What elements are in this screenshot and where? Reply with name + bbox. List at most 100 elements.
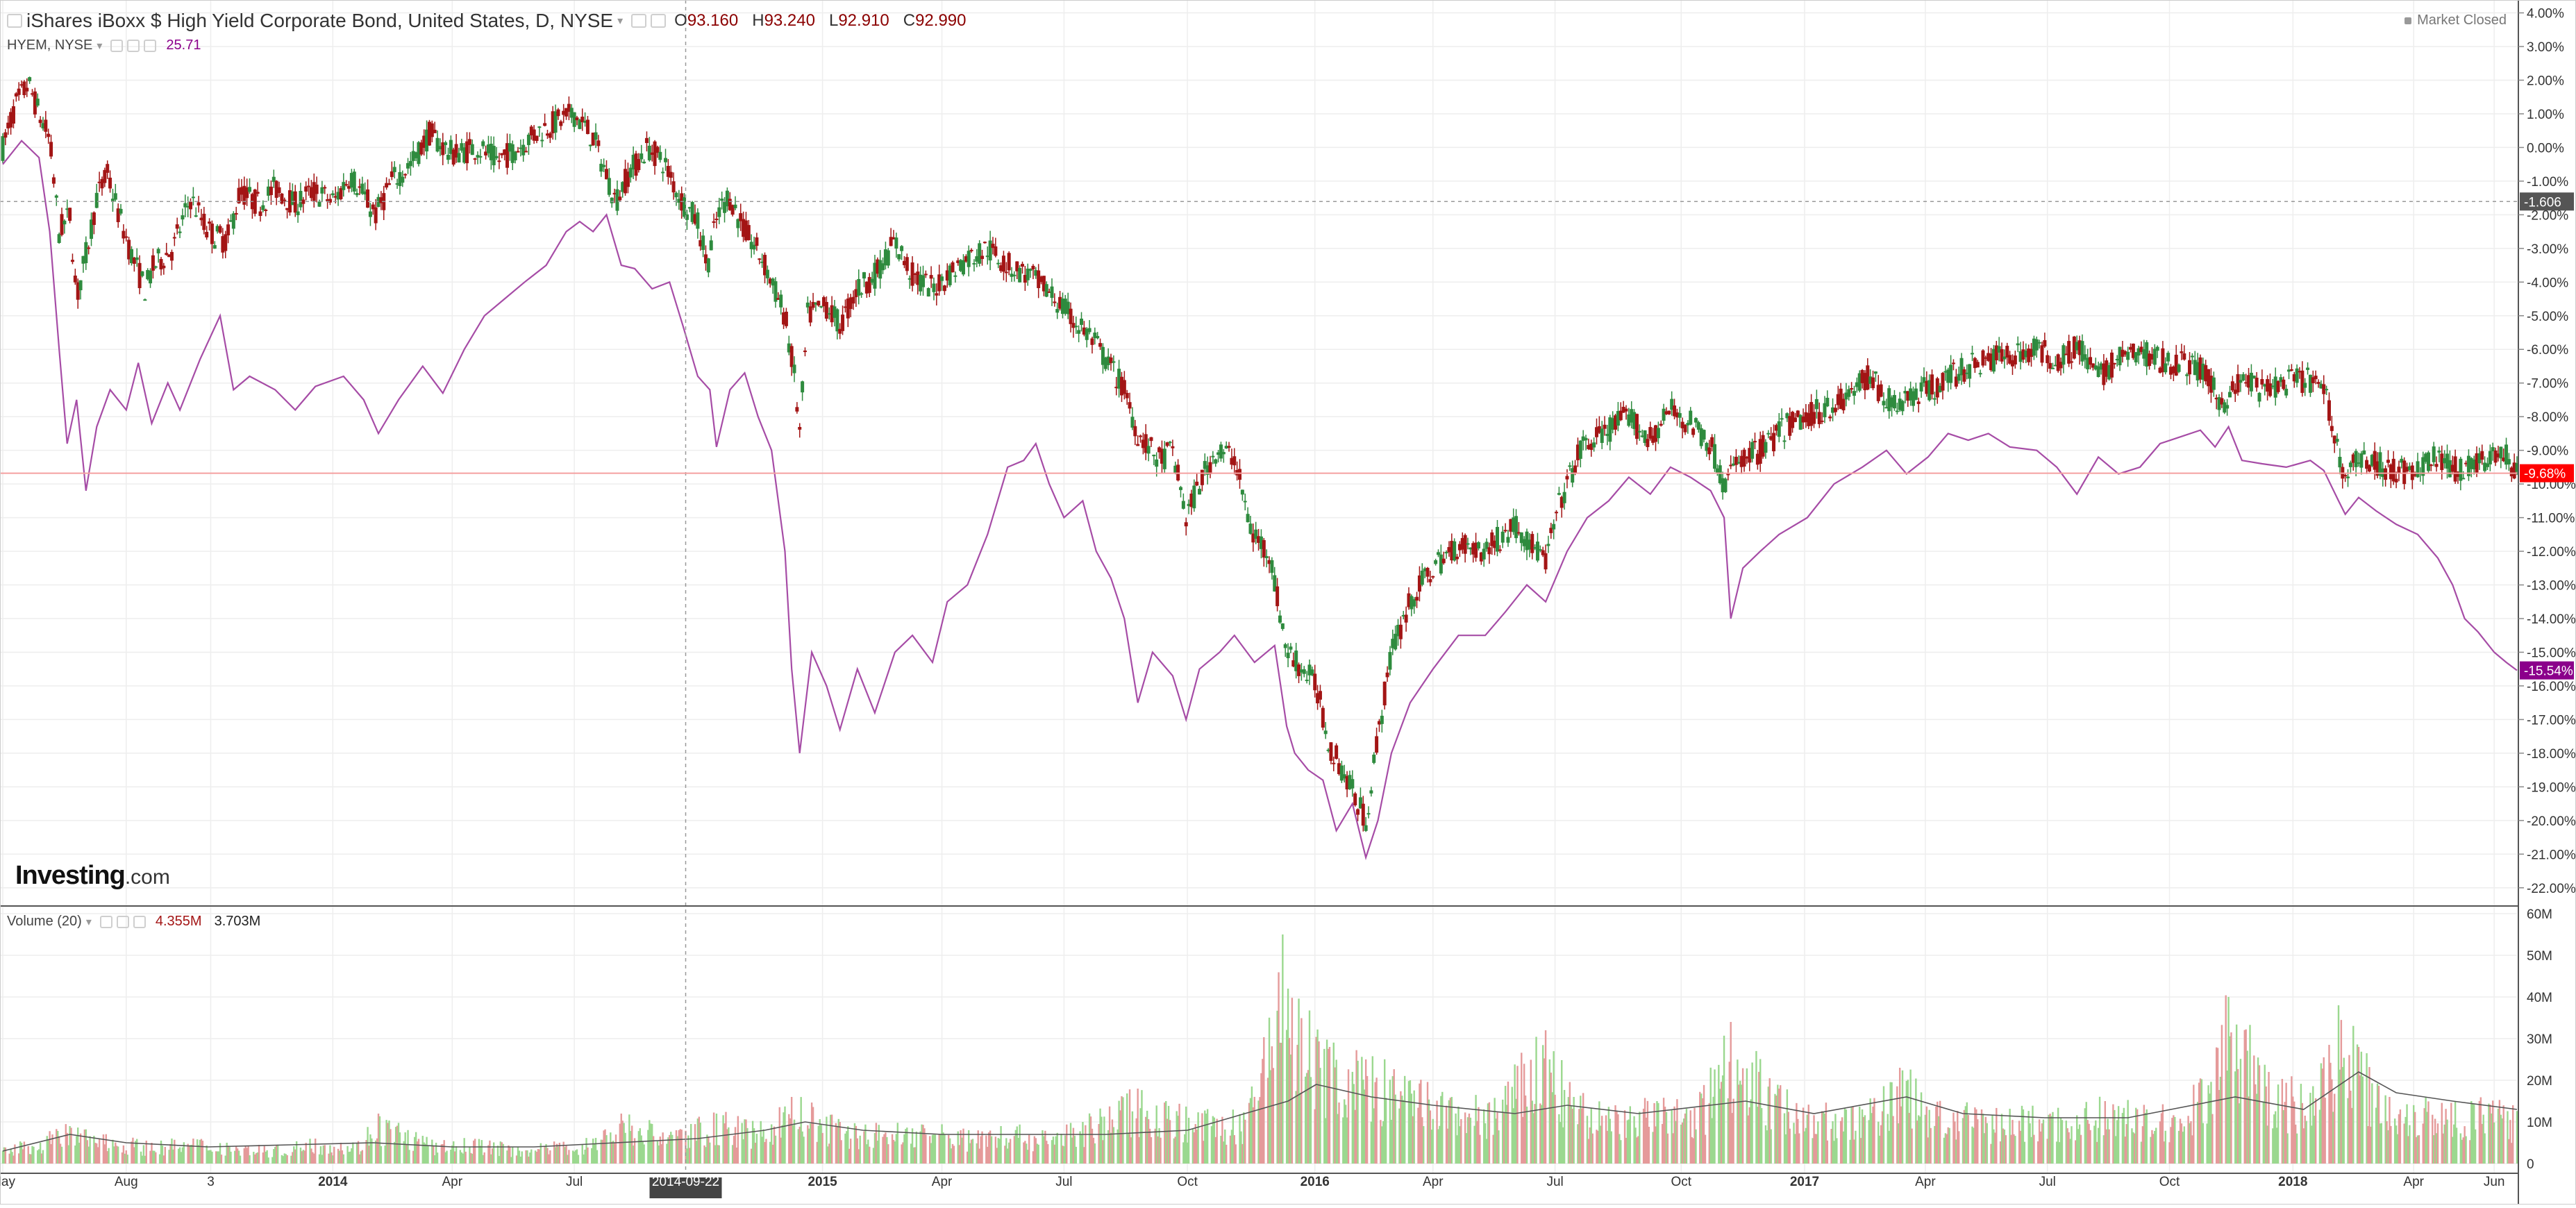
volume-bar [1268, 1017, 1271, 1164]
settings-icon[interactable] [651, 14, 667, 28]
volume-bar [846, 1131, 848, 1164]
candle-body [1090, 338, 1094, 345]
candle-body [1852, 391, 1856, 396]
candle-body [299, 190, 303, 208]
candle-body [2432, 446, 2436, 462]
volume-bar [49, 1131, 51, 1164]
volume-bar [249, 1155, 251, 1164]
volume-bar [1082, 1122, 1084, 1164]
volume-bar [632, 1146, 635, 1164]
candle-body [2000, 349, 2004, 362]
candle-body [1335, 745, 1339, 759]
volume-bar [94, 1143, 97, 1164]
volume-bar [1943, 1137, 1946, 1164]
volume-bar [1450, 1097, 1453, 1164]
volume-bar [2472, 1103, 2474, 1164]
candle-body [1436, 552, 1440, 555]
candle-body [113, 193, 117, 200]
compare-symbol[interactable]: HYEM, NYSE [7, 37, 93, 53]
candle-body [2370, 455, 2374, 467]
x-tick-label: Jul [2039, 1175, 2056, 1189]
volume-bar [1927, 1137, 1929, 1164]
candle-body [484, 151, 488, 156]
close-icon[interactable] [133, 915, 146, 928]
volume-bar [989, 1130, 992, 1164]
candle-body [1466, 543, 1470, 545]
volume-bar [624, 1132, 626, 1164]
candle-body [723, 201, 727, 213]
candle-body [2048, 362, 2052, 369]
volume-bar [819, 1118, 821, 1164]
visibility-icon[interactable] [110, 39, 124, 52]
candle-body [537, 126, 542, 128]
candle-body [835, 309, 839, 332]
volume-bar [967, 1151, 969, 1164]
candle-body [712, 221, 716, 223]
candle-body [2053, 364, 2057, 367]
volume-bar [2413, 1105, 2415, 1164]
candle-body [1316, 693, 1320, 704]
candle-body [583, 120, 587, 123]
volume-bar [1259, 1097, 1261, 1164]
symbol-title[interactable]: iShares iBoxx $ High Yield Corporate Bon… [26, 10, 614, 31]
candle-body [224, 234, 228, 251]
candle-body [1801, 416, 1805, 423]
volume-bar [1139, 1108, 1141, 1164]
volume-bar [980, 1136, 982, 1164]
volume-bar [534, 1150, 537, 1164]
candle-body [556, 109, 560, 117]
volume-bar [1695, 1129, 1697, 1164]
chevron-down-icon[interactable]: ▾ [85, 916, 92, 928]
x-tick-label: Jul [566, 1175, 583, 1189]
volume-bar [498, 1156, 501, 1164]
candle-body [1369, 790, 1373, 794]
volume-bar [658, 1145, 660, 1164]
settings-icon[interactable] [127, 39, 140, 52]
collapse-icon[interactable] [7, 14, 22, 28]
volume-bar [2282, 1110, 2284, 1164]
close-icon[interactable] [144, 39, 157, 52]
volume-bar [168, 1150, 170, 1164]
volume-bar [696, 1118, 699, 1164]
volume-bar [2255, 1093, 2258, 1164]
volume-bar [2238, 1103, 2241, 1164]
volume-bar [1455, 1113, 1457, 1164]
chevron-down-icon[interactable]: ▾ [97, 40, 103, 52]
volume-bar [549, 1150, 551, 1164]
volume-bar [1996, 1107, 1998, 1164]
volume-bar [1013, 1136, 1016, 1164]
volume-bar [2258, 1065, 2261, 1164]
candle-body [169, 251, 174, 261]
volume-bar [2414, 1111, 2416, 1164]
candle-body [2359, 453, 2364, 468]
volume-bar [2075, 1140, 2077, 1164]
candle-body [481, 141, 485, 146]
volume-bar [744, 1119, 746, 1164]
settings-icon[interactable] [116, 915, 129, 928]
candle-body [2308, 374, 2312, 393]
volume-bar [459, 1150, 462, 1164]
candle-body [2491, 447, 2495, 451]
visibility-icon[interactable] [631, 14, 647, 28]
candle-body [1573, 465, 1578, 473]
candle-body [1898, 399, 1902, 410]
candle-body [2241, 374, 2245, 380]
candle-body [919, 274, 923, 292]
volume-bar [303, 1150, 306, 1164]
candle-body [639, 153, 644, 160]
candle-body [457, 153, 461, 162]
volume-title[interactable]: Volume (20) [7, 914, 82, 929]
candle-body [2499, 446, 2503, 459]
volume-bar [765, 1139, 767, 1164]
candle-body [937, 274, 942, 292]
candle-body [526, 134, 530, 145]
volume-bar [2433, 1135, 2435, 1164]
volume-bar [1739, 1080, 1741, 1164]
chevron-down-icon[interactable]: ▾ [617, 15, 624, 27]
candle-body [1729, 464, 1733, 467]
volume-bar [2068, 1132, 2070, 1164]
visibility-icon[interactable] [99, 915, 112, 928]
candle-body [358, 186, 362, 188]
